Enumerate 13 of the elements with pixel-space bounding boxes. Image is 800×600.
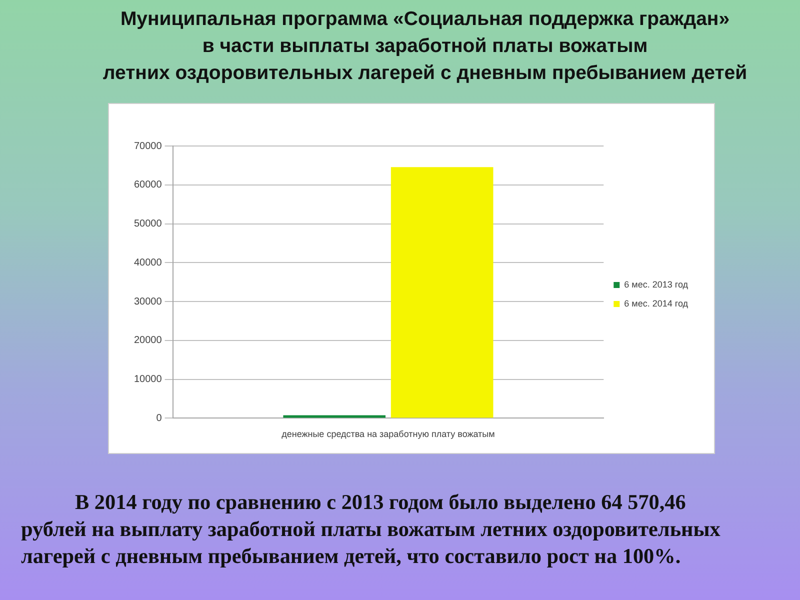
y-tick-label: 40000	[134, 257, 162, 268]
y-tick-label: 70000	[134, 140, 162, 152]
y-tick-label: 0	[156, 412, 162, 424]
y-tick-label: 20000	[134, 335, 162, 346]
y-tick-label: 50000	[134, 218, 162, 230]
y-tick-label: 60000	[134, 180, 162, 191]
chart-title: Муниципальная программа «Социальная поддержка граждан» в части выплаты заработной платы вожатым летних оздоровительных лагерей с дневным пребыванием детей	[102, 7, 748, 86]
y-tick-label: 30000	[134, 296, 162, 308]
x-tick-label: денежные средства на заработную плату вожатым	[282, 429, 495, 440]
text: В 2014 году по сравнению с 2013 годом было выделено 64 570,46 рублей на выплату заработной платы вожатым летних оздоровительных лагерей с дневным пребыванием детей, что составило рост на 100%.	[21, 489, 722, 570]
legend-label: 6 мес. 2013 год	[624, 279, 689, 290]
y-tick-label: 10000	[134, 374, 162, 386]
legend-label: 6 мес. 2014 год	[624, 298, 689, 308]
